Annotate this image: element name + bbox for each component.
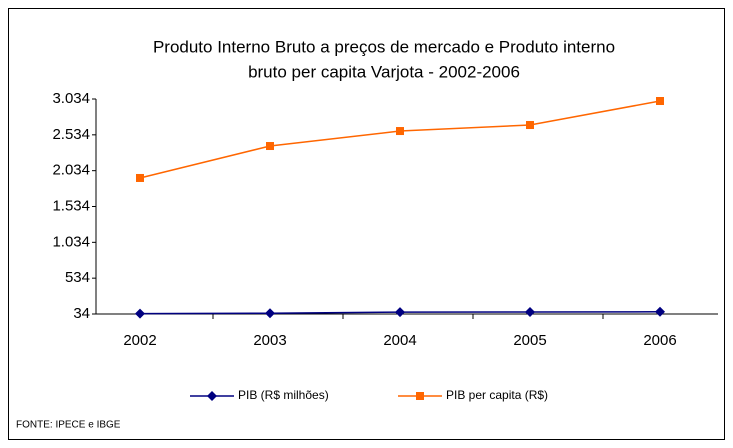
y-tick-label: 3.034 [52,90,90,107]
y-tick-label: 1.034 [52,233,90,250]
diamond-marker [207,391,217,401]
square-marker [266,142,274,151]
diamond-marker [395,307,405,318]
diamond-marker [525,306,535,317]
x-tick-label: 2003 [253,332,286,349]
source-note: FONTE: IPECE e IBGE [16,420,121,431]
diamond-marker [265,308,275,319]
y-tick-label: 2.534 [52,126,90,143]
x-tick-label: 2005 [513,332,546,349]
x-tick-label: 2004 [383,332,416,349]
x-tick-label: 2006 [643,332,676,349]
y-tick-label: 534 [65,269,90,286]
y-tick-label: 2.034 [52,162,90,179]
y-tick-label: 1.534 [52,197,90,214]
x-tick-label: 2002 [123,332,156,349]
legend-label: PIB (R$ milhões) [238,388,329,402]
y-tick-label: 34 [73,305,90,322]
square-marker [396,127,404,136]
chart-frame [8,8,725,440]
chart-title: bruto per capita Varjota - 2002-2006 [248,62,520,81]
diamond-marker [655,306,665,317]
legend-label: PIB per capita (R$) [446,388,548,402]
square-marker [136,173,144,182]
square-marker [416,392,424,400]
square-marker [526,121,534,130]
diamond-marker [135,308,145,319]
square-marker [656,97,664,106]
chart-title: Produto Interno Bruto a preços de mercad… [153,37,615,56]
